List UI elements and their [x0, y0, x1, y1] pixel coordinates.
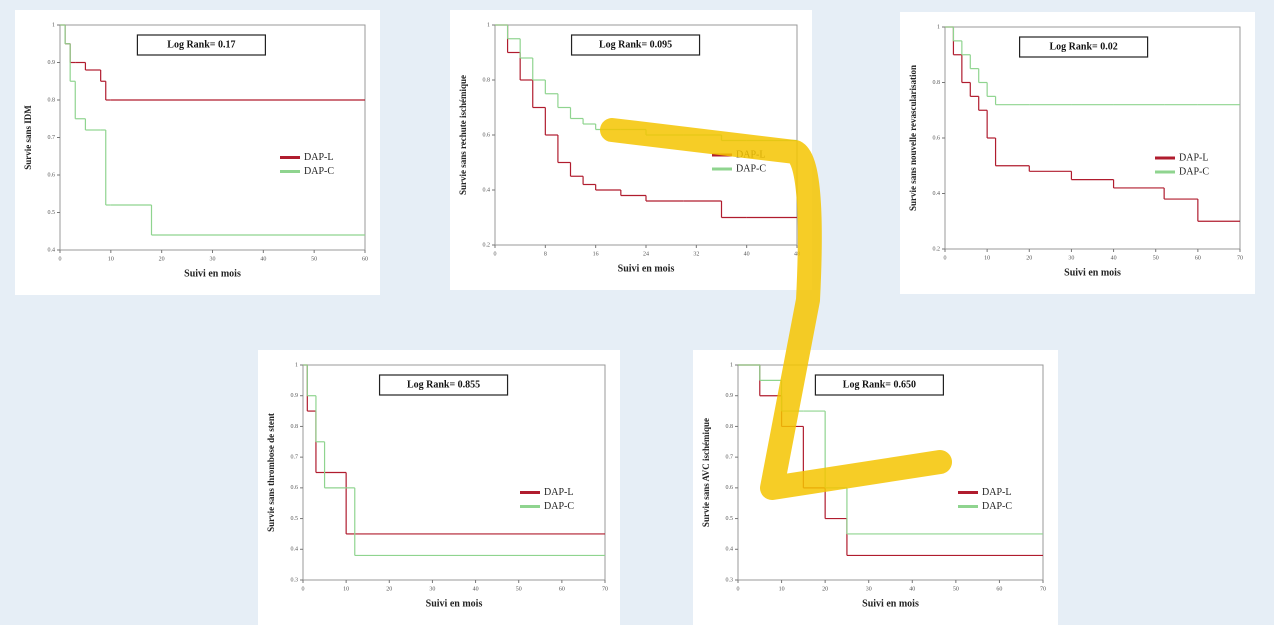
x-tick-label: 10: [343, 586, 349, 592]
x-tick-label: 10: [984, 255, 990, 261]
x-tick-label: 40: [473, 586, 479, 592]
y-tick-label: 1: [52, 22, 55, 28]
x-tick-label: 70: [1237, 255, 1243, 261]
x-tick-label: 8: [544, 251, 547, 257]
annotation: Log Rank= 0.650: [843, 379, 916, 390]
x-tick-label: 0: [944, 255, 947, 261]
x-tick-label: 0: [494, 251, 497, 257]
legend-label: DAP-C: [304, 166, 334, 177]
y-tick-label: 0.9: [48, 60, 56, 66]
x-tick-label: 30: [866, 586, 872, 592]
y-axis-label: Survie sans IDM: [23, 105, 33, 170]
legend-label: DAP-L: [304, 152, 333, 163]
legend-label: DAP-C: [736, 163, 766, 174]
y-tick-label: 0.8: [48, 97, 56, 103]
y-tick-label: 0.7: [291, 455, 299, 461]
x-tick-label: 70: [1040, 586, 1046, 592]
x-tick-label: 10: [779, 586, 785, 592]
y-tick-label: 0.4: [726, 547, 734, 553]
x-axis-label: Suivi en mois: [426, 598, 483, 609]
y-tick-label: 0.7: [726, 455, 734, 461]
x-tick-label: 40: [1111, 255, 1117, 261]
y-tick-label: 0.3: [726, 577, 734, 583]
y-tick-label: 0.4: [483, 187, 491, 193]
y-tick-label: 0.6: [933, 135, 941, 141]
y-tick-label: 0.6: [48, 172, 56, 178]
annotation: Log Rank= 0.02: [1049, 41, 1117, 52]
x-tick-label: 70: [602, 586, 608, 592]
x-tick-label: 60: [559, 586, 565, 592]
x-tick-label: 30: [429, 586, 435, 592]
x-tick-label: 20: [159, 256, 165, 262]
x-tick-label: 20: [1026, 255, 1032, 261]
y-tick-label: 0.5: [291, 516, 299, 522]
y-tick-label: 1: [730, 362, 733, 368]
x-tick-label: 10: [108, 256, 114, 262]
x-tick-label: 50: [1153, 255, 1159, 261]
annotation: Log Rank= 0.17: [167, 39, 235, 50]
annotation: Log Rank= 0.855: [407, 379, 480, 390]
y-tick-label: 0.8: [483, 77, 491, 83]
y-tick-label: 1: [487, 22, 490, 28]
x-tick-label: 20: [822, 586, 828, 592]
x-tick-label: 30: [210, 256, 216, 262]
y-tick-label: 1: [937, 24, 940, 30]
x-tick-label: 0: [302, 586, 305, 592]
legend-label: DAP-L: [544, 487, 573, 498]
y-axis-label: Survie sans thrombose de stent: [266, 413, 276, 532]
x-tick-label: 40: [260, 256, 266, 262]
y-tick-label: 0.5: [726, 516, 734, 522]
legend-label: DAP-C: [982, 501, 1012, 512]
x-tick-label: 0: [737, 586, 740, 592]
annotation: Log Rank= 0.095: [599, 39, 672, 50]
x-tick-label: 50: [516, 586, 522, 592]
x-axis-label: Suivi en mois: [618, 263, 675, 274]
y-tick-label: 0.6: [726, 485, 734, 491]
y-axis-label: Survie sans AVC ischémique: [701, 418, 711, 527]
x-tick-label: 40: [744, 251, 750, 257]
legend-label: DAP-L: [1179, 152, 1208, 163]
y-tick-label: 0.2: [483, 242, 491, 248]
x-tick-label: 60: [1195, 255, 1201, 261]
x-tick-label: 50: [953, 586, 959, 592]
y-tick-label: 0.4: [291, 547, 299, 553]
legend-label: DAP-C: [1179, 166, 1209, 177]
x-tick-label: 60: [996, 586, 1002, 592]
y-tick-label: 0.5: [48, 210, 56, 216]
y-tick-label: 0.6: [483, 132, 491, 138]
y-tick-label: 0.8: [726, 424, 734, 430]
y-tick-label: 0.8: [291, 424, 299, 430]
y-axis-label: Survie sans rechute ischémique: [458, 75, 468, 195]
y-tick-label: 0.8: [933, 80, 941, 86]
x-tick-label: 20: [386, 586, 392, 592]
x-axis-label: Suivi en mois: [184, 268, 241, 279]
page: 0.40.50.60.70.80.910102030405060Suivi en…: [0, 0, 1274, 625]
x-tick-label: 50: [311, 256, 317, 262]
x-axis-label: Suivi en mois: [1064, 267, 1121, 278]
y-tick-label: 0.4: [48, 247, 56, 253]
y-axis-label: Survie sans nouvelle revascularisation: [908, 65, 918, 211]
y-tick-label: 0.3: [291, 577, 299, 583]
legend-label: DAP-L: [982, 487, 1011, 498]
x-axis-label: Suivi en mois: [862, 598, 919, 609]
y-tick-label: 1: [295, 362, 298, 368]
figure: 0.40.50.60.70.80.910102030405060Suivi en…: [0, 0, 1274, 625]
x-tick-label: 16: [593, 251, 599, 257]
x-tick-label: 40: [909, 586, 915, 592]
y-tick-label: 0.4: [933, 191, 941, 197]
x-tick-label: 32: [693, 251, 699, 257]
x-tick-label: 0: [59, 256, 62, 262]
x-tick-label: 30: [1068, 255, 1074, 261]
y-tick-label: 0.6: [291, 485, 299, 491]
y-tick-label: 0.2: [933, 246, 941, 252]
y-tick-label: 0.9: [291, 393, 299, 399]
y-tick-label: 0.9: [726, 393, 734, 399]
legend-label: DAP-C: [544, 501, 574, 512]
x-tick-label: 24: [643, 251, 649, 257]
x-tick-label: 60: [362, 256, 368, 262]
y-tick-label: 0.7: [48, 135, 56, 141]
